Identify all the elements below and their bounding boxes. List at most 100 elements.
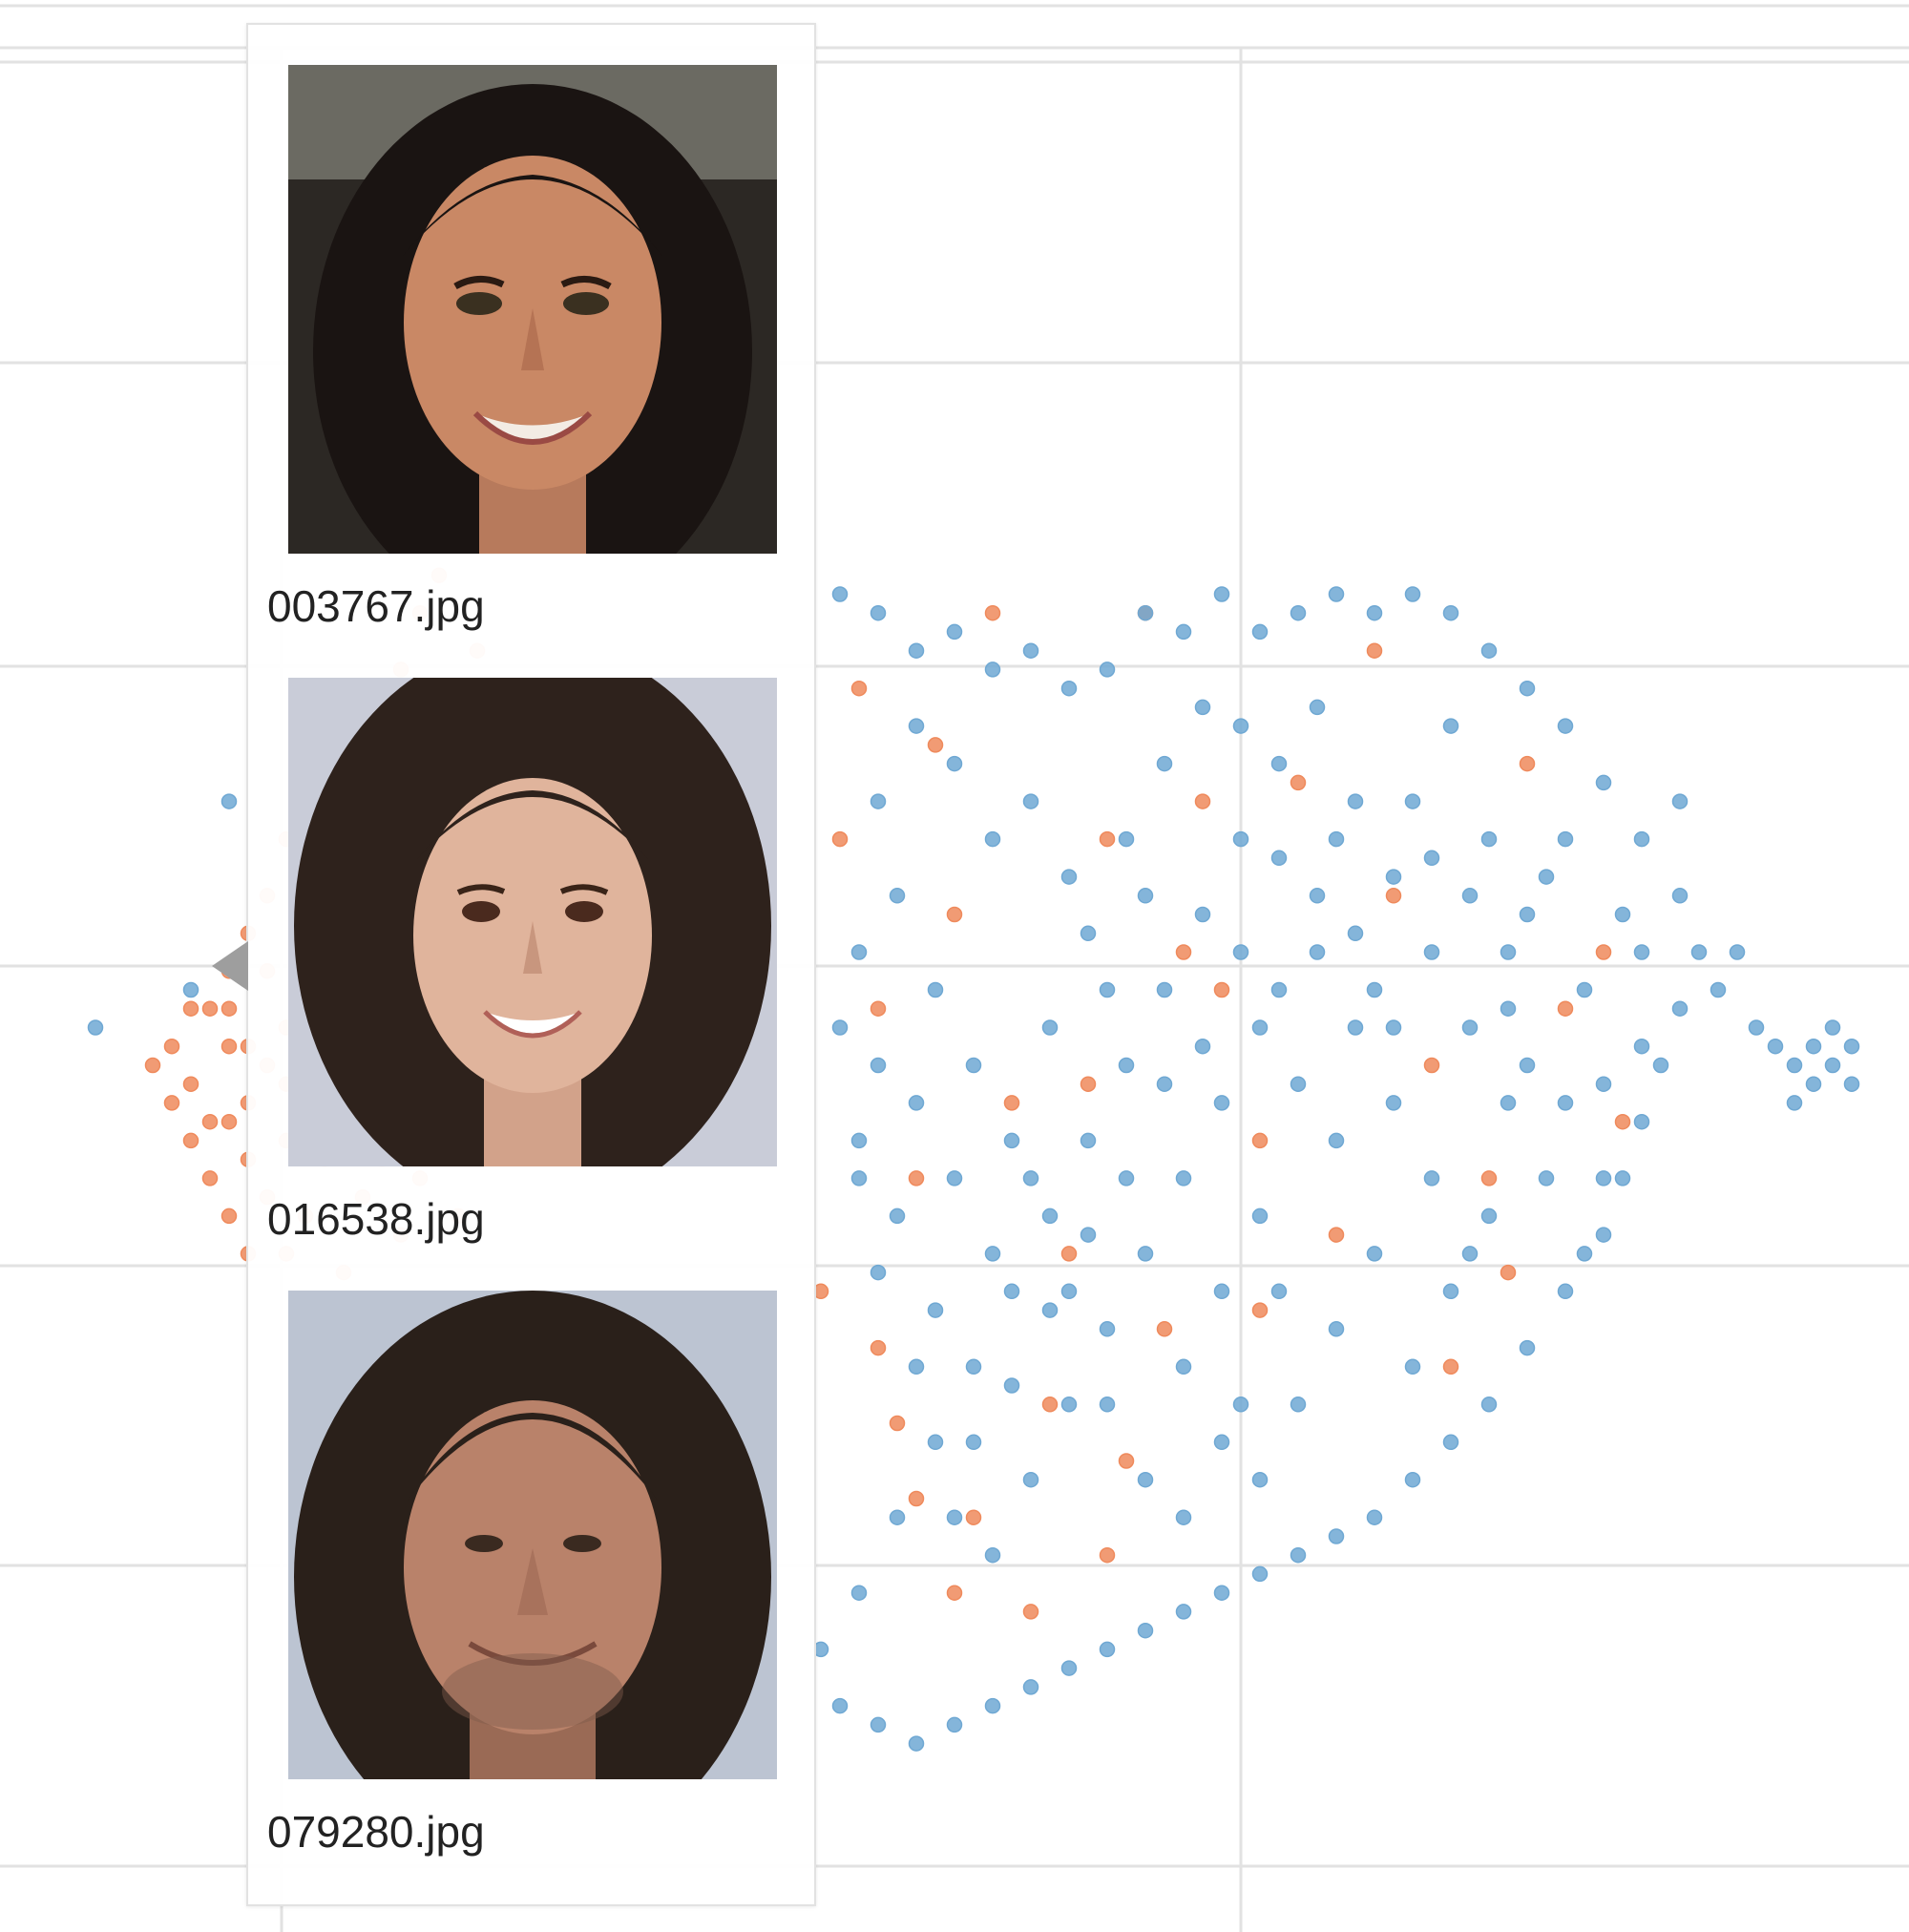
scatter-point	[163, 1038, 180, 1055]
scatter-point	[144, 1057, 161, 1074]
scatter-point	[1480, 830, 1498, 848]
scatter-point	[1156, 981, 1173, 998]
scatter-point	[1519, 1057, 1536, 1074]
scatter-point	[927, 981, 944, 998]
scatter-point	[1080, 1076, 1097, 1092]
scatter-point	[1060, 1246, 1078, 1262]
scatter-point	[831, 586, 849, 602]
scatter-point	[850, 1170, 868, 1186]
scatter-point	[1824, 1019, 1841, 1036]
scatter-point	[1519, 1339, 1536, 1356]
scatter-point	[220, 1113, 238, 1130]
scatter-point	[1671, 1000, 1689, 1017]
scatter-point	[1500, 1095, 1517, 1111]
scatter-point	[1118, 830, 1135, 848]
scatter-point	[1118, 1453, 1135, 1469]
scatter-point	[1080, 1227, 1097, 1243]
scatter-point	[1251, 1302, 1269, 1318]
scatter-point	[1041, 1208, 1059, 1225]
scatter-point	[1251, 1565, 1269, 1583]
scatter-point	[1480, 642, 1498, 659]
scatter-point	[1099, 830, 1116, 848]
scatter-point	[1194, 793, 1211, 809]
scatter-point	[1022, 1170, 1039, 1186]
scatter-point	[1099, 1641, 1116, 1658]
scatter-point	[1213, 586, 1230, 602]
scatter-point	[1557, 1095, 1574, 1111]
scatter-point	[1118, 1170, 1135, 1186]
scatter-point	[1347, 1019, 1364, 1036]
scatter-point	[850, 944, 868, 960]
scatter-point	[1404, 1358, 1421, 1376]
scatter-point	[908, 1490, 925, 1507]
scatter-point	[1480, 1170, 1498, 1186]
tooltip-pointer-icon	[212, 941, 248, 991]
scatter-point	[1328, 586, 1345, 602]
scatter-point	[1652, 1057, 1669, 1074]
scatter-point	[1366, 981, 1383, 998]
scatter-point	[182, 1132, 199, 1149]
scatter-point	[908, 718, 925, 734]
scatter-point	[889, 1415, 906, 1432]
scatter-point	[1595, 774, 1612, 791]
scatter-point	[1137, 1246, 1154, 1262]
scatter-point	[870, 1000, 887, 1017]
scatter-point	[927, 1302, 944, 1318]
scatter-point	[1805, 1076, 1822, 1092]
scatter-point	[870, 793, 887, 809]
scatter-point	[1118, 1057, 1135, 1074]
scatter-point	[1576, 1246, 1593, 1262]
scatter-point	[1671, 888, 1689, 904]
scatter-point	[908, 1170, 925, 1186]
scatter-point	[1251, 1132, 1269, 1149]
scatter-point	[1748, 1019, 1765, 1036]
scatter-point	[1232, 718, 1249, 734]
scatter-point	[220, 793, 238, 809]
scatter-point	[946, 1170, 963, 1186]
scatter-point	[1805, 1038, 1822, 1055]
scatter-point	[220, 1038, 238, 1055]
scatter-point	[946, 1716, 963, 1733]
scatter-point	[182, 981, 199, 998]
scatter-point	[1557, 718, 1574, 734]
scatter-point	[1003, 1132, 1020, 1149]
scatter-point	[1270, 1283, 1288, 1300]
scatter-point	[870, 1057, 887, 1074]
scatter-point	[1500, 1000, 1517, 1017]
scatter-point	[220, 1208, 238, 1225]
scatter-point	[1213, 1095, 1230, 1111]
scatter-point	[1385, 869, 1402, 885]
scatter-point	[1213, 1283, 1230, 1300]
scatter-point	[965, 1358, 982, 1376]
scatter-point	[889, 1208, 906, 1225]
scatter-point	[1480, 1396, 1498, 1413]
scatter-point	[984, 1246, 1001, 1262]
scatter-point	[1366, 604, 1383, 621]
scatter-point	[1290, 604, 1307, 621]
scatter-point	[984, 1697, 1001, 1714]
scatter-point	[1194, 906, 1211, 923]
scatter-point	[1137, 1471, 1154, 1488]
face-thumbnail-image	[288, 678, 777, 1166]
scatter-point	[1156, 1076, 1173, 1092]
scatter-point	[1557, 830, 1574, 848]
scatter-point	[1385, 1019, 1402, 1036]
scatter-point	[1690, 944, 1708, 960]
scatter-point	[1060, 1660, 1078, 1676]
scatter-point	[850, 1132, 868, 1149]
scatter-point	[946, 623, 963, 640]
scatter-point	[220, 1000, 238, 1017]
scatter-point	[965, 1434, 982, 1451]
scatter-point	[1232, 830, 1249, 848]
scatter-point	[1328, 1321, 1345, 1337]
scatter-point	[1614, 906, 1631, 923]
scatter-point	[1786, 1057, 1803, 1074]
scatter-point	[1595, 1170, 1612, 1186]
scatter-point	[1022, 1604, 1039, 1620]
scatter-point	[1576, 981, 1593, 998]
scatter-point	[201, 1113, 219, 1130]
scatter-point	[1328, 830, 1345, 848]
scatter-point	[1003, 1095, 1020, 1111]
scatter-point	[1270, 850, 1288, 867]
